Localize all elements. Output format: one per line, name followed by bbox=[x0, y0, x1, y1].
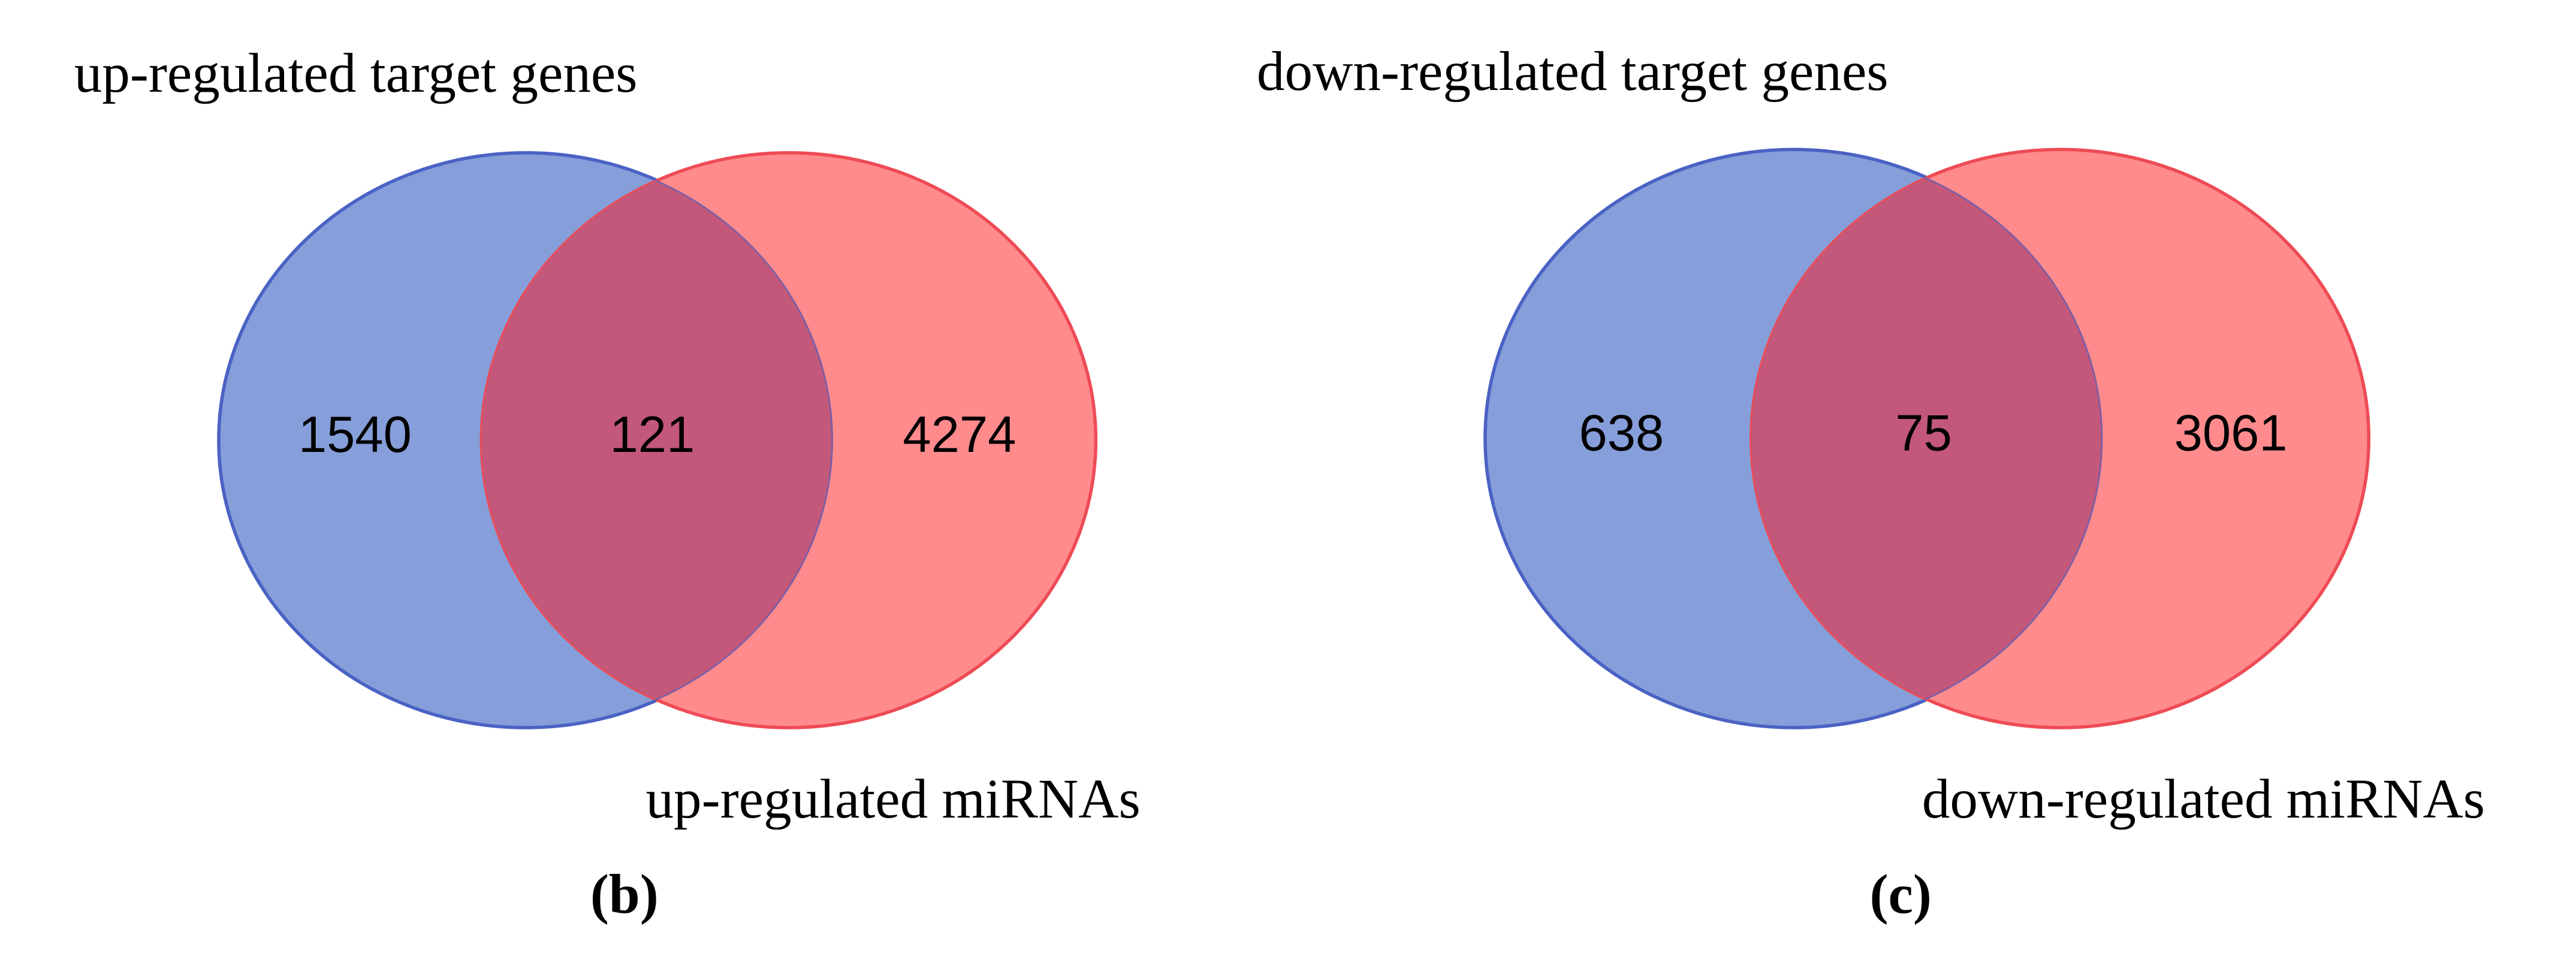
panel-label: (c) bbox=[1870, 864, 1932, 925]
region-count: 638 bbox=[1579, 405, 1664, 462]
panel-label: (b) bbox=[590, 864, 659, 925]
set-label: up-regulated target genes bbox=[74, 43, 638, 104]
region-count: 75 bbox=[1895, 405, 1951, 462]
region-count: 1540 bbox=[298, 406, 412, 463]
region-count: 3061 bbox=[2174, 405, 2288, 462]
set-label: down-regulated miRNAs bbox=[1922, 768, 2485, 830]
set-label: up-regulated miRNAs bbox=[645, 768, 1140, 830]
overlap bbox=[481, 152, 833, 728]
region-count: 121 bbox=[610, 406, 695, 463]
overlap bbox=[1751, 149, 2103, 728]
set-label: down-regulated target genes bbox=[1257, 41, 1889, 102]
region-count: 4274 bbox=[903, 406, 1016, 463]
